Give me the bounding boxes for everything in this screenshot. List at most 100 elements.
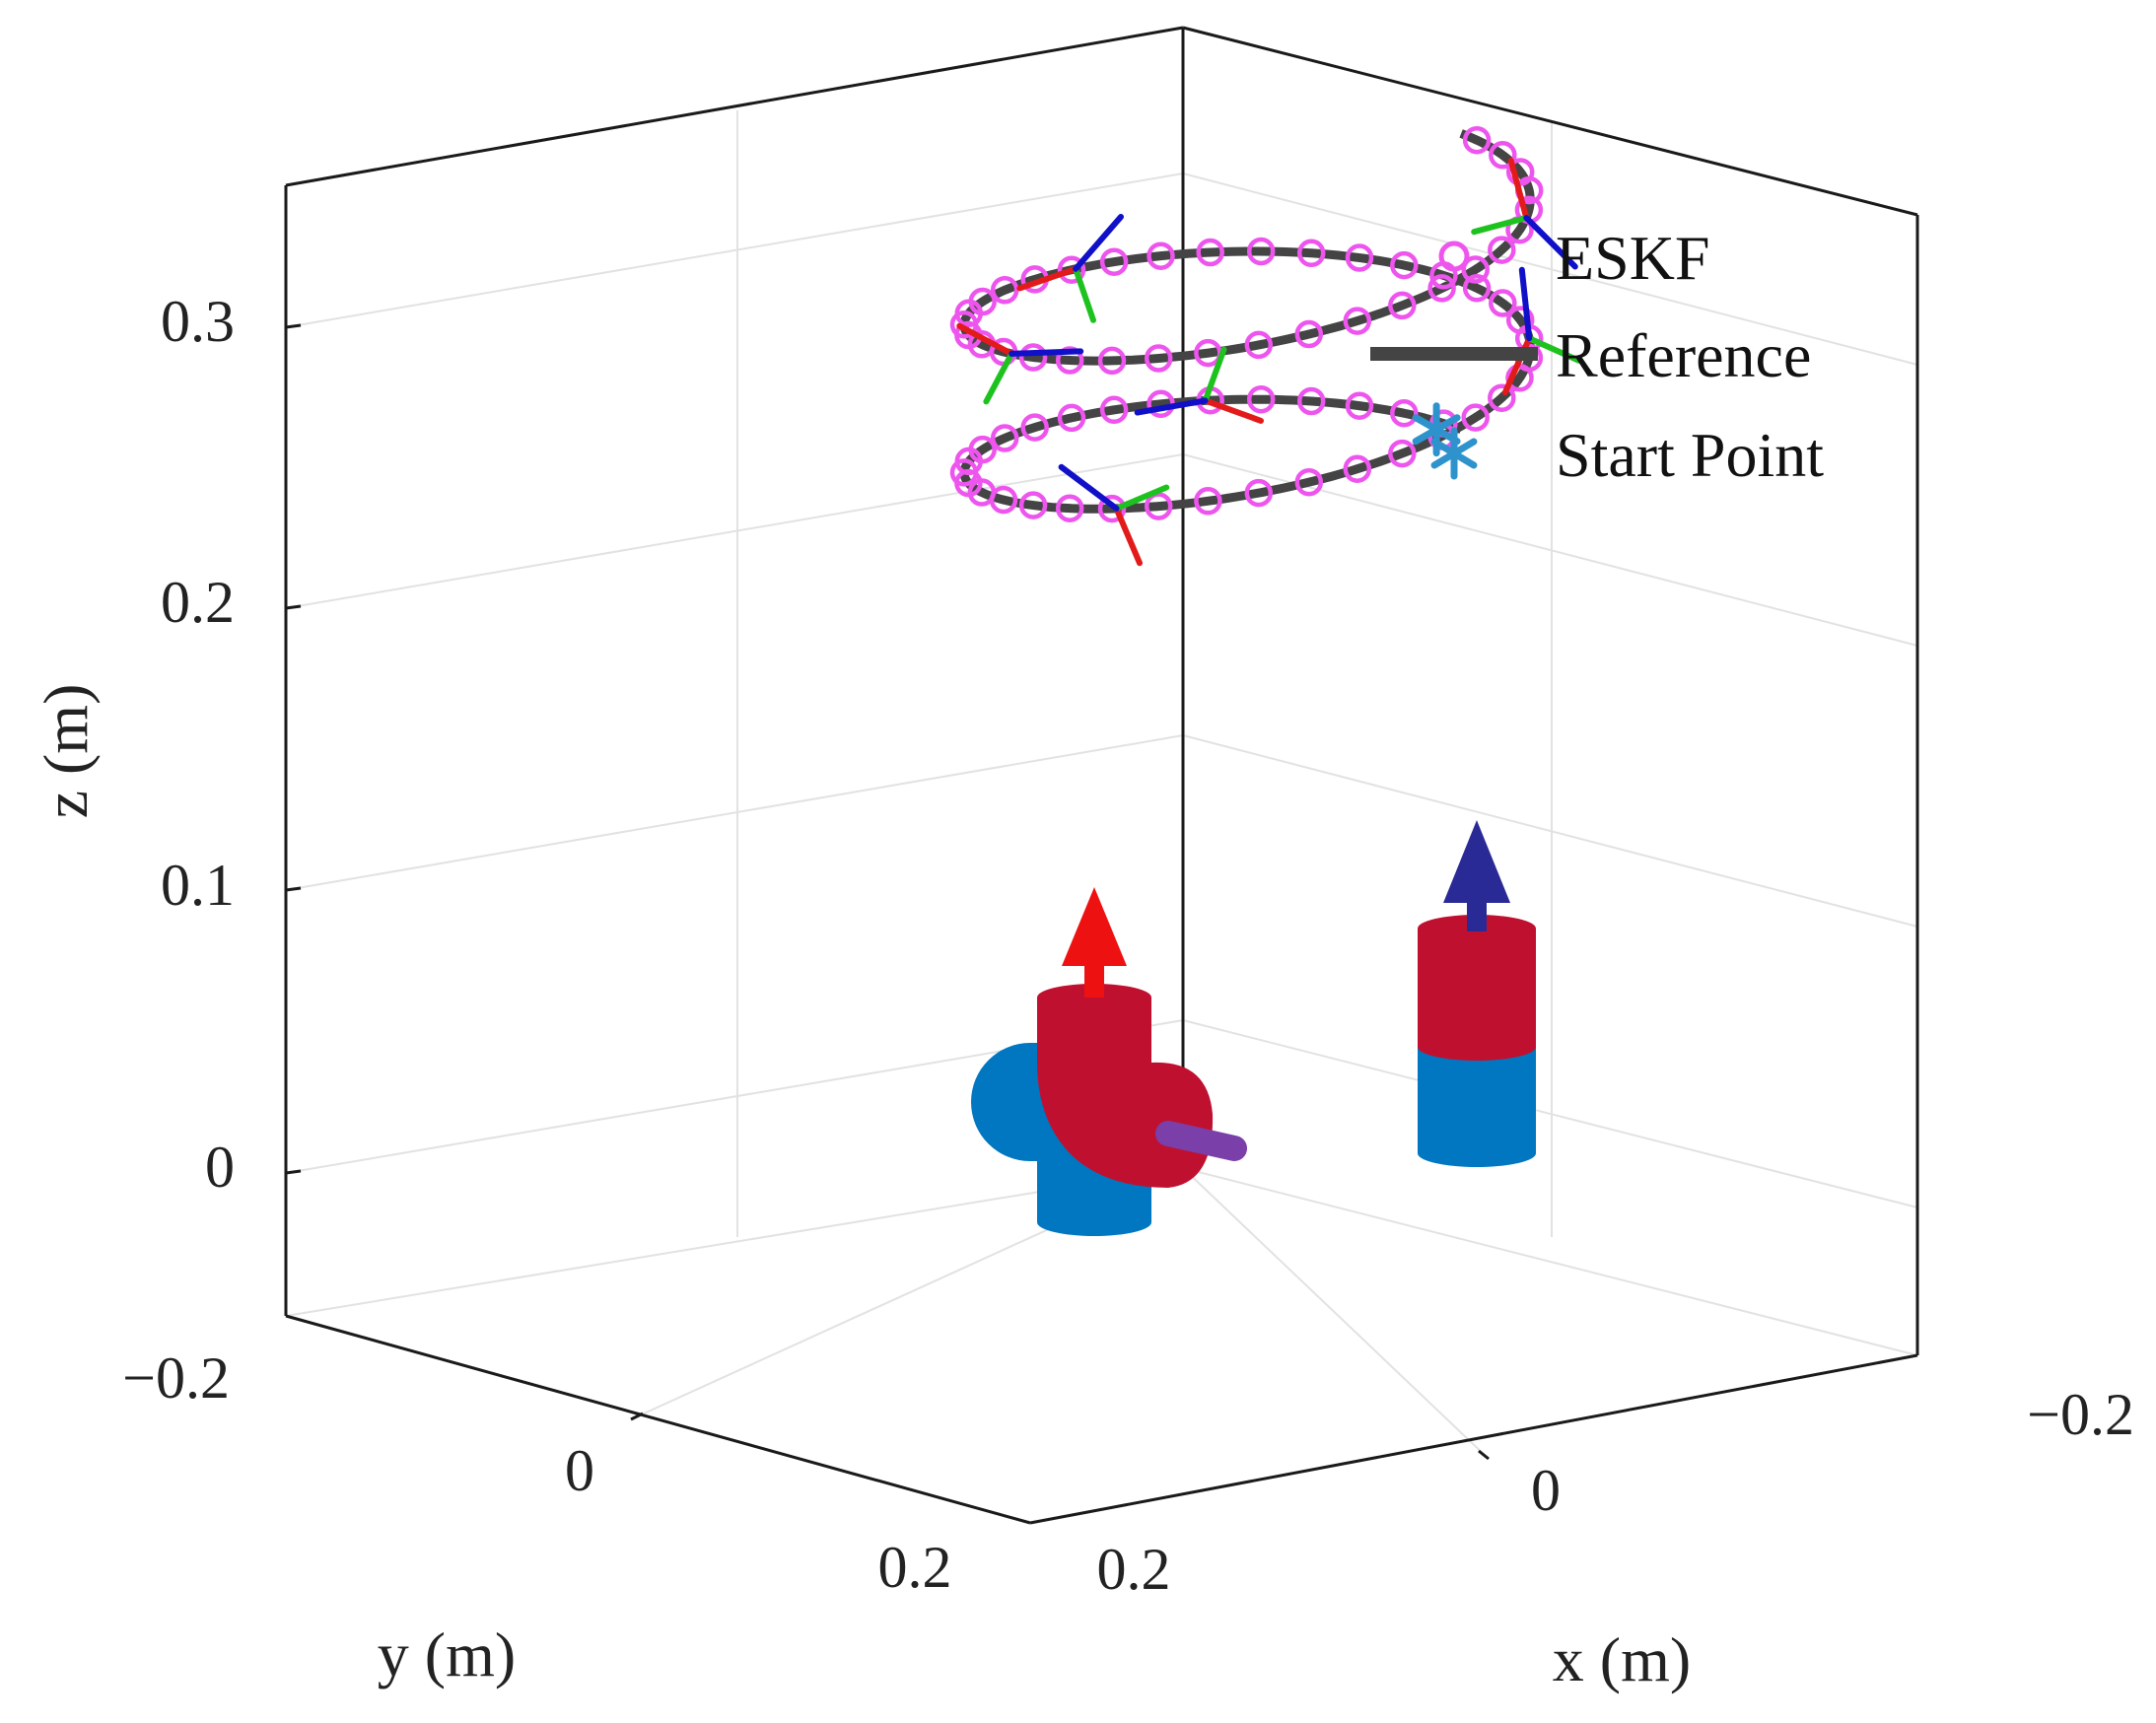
orientation-frame [1471, 158, 1578, 270]
z-tick-1 [285, 886, 302, 892]
y-tick-1 [1478, 1449, 1490, 1461]
grid-z1-right [1182, 734, 1918, 928]
grid-z1-left [285, 734, 1184, 891]
eskf-point [1427, 274, 1456, 303]
eskf-point [1144, 492, 1173, 520]
eskf-point [1294, 467, 1324, 497]
y-tick-labels: −0.2 0 0.2 [122, 1345, 951, 1600]
eskf-point [1505, 158, 1535, 186]
eskf-point [1244, 478, 1274, 508]
eskf-point [1390, 398, 1419, 428]
z-tick-label-0: 0 [205, 1135, 235, 1200]
eskf-point [1018, 491, 1048, 519]
z-tick-label-3: 0.3 [161, 289, 235, 354]
eskf-point [1246, 384, 1276, 414]
cylinder-blue-arrow-head [1443, 820, 1510, 903]
z-axis-label: z (m) [31, 684, 101, 819]
tick-marks [285, 323, 1490, 1461]
eskf-point [990, 424, 1019, 452]
box-bottom-right [1029, 1353, 1918, 1525]
x-tick-label-2: 0.2 [1097, 1537, 1171, 1602]
orientation-frame [956, 322, 1084, 405]
cylinder-red-upper [1418, 915, 1536, 1061]
frame-axis [1113, 484, 1170, 512]
x-axis-label: x (m) [1553, 1624, 1691, 1694]
legend-start-point-marker [1430, 427, 1478, 480]
eskf-point [1018, 343, 1048, 372]
eskf-point [1097, 346, 1127, 376]
orientation-frame [1016, 214, 1124, 323]
start-point-stroke [1412, 414, 1461, 446]
reference-trajectory-line [959, 129, 1535, 514]
legend-reference-label: Reference [1556, 320, 1811, 390]
magnet-red-arrow-head [1062, 887, 1127, 966]
grid-lines [285, 110, 1918, 1460]
eskf-point [1055, 494, 1084, 522]
frame-axis [1134, 397, 1209, 416]
z-tick-0 [285, 1169, 302, 1175]
box-bottom-left [285, 1314, 1031, 1525]
eskf-point [1147, 241, 1175, 270]
axes-box [284, 26, 1919, 1525]
eskf-point [1345, 243, 1374, 272]
z-tick-label-2: 0.2 [161, 570, 235, 635]
eskf-point [1099, 247, 1129, 276]
frame-axis [1518, 266, 1533, 342]
magnet-assembly-front [971, 887, 1247, 1236]
eskf-point [1296, 386, 1326, 416]
grid-z3-left [285, 172, 1184, 328]
eskf-point [1294, 319, 1324, 349]
z-tick-label-1: 0.1 [161, 853, 235, 918]
eskf-point [989, 485, 1018, 515]
eskf-point [1345, 391, 1374, 420]
grid-left-floor-1 [285, 1167, 1184, 1317]
grid-z2-left [285, 453, 1184, 609]
legend: ESKF Reference Start Point [1370, 223, 1824, 490]
frame-axis [1507, 158, 1530, 221]
eskf-point [1489, 289, 1517, 317]
frame-axis [1008, 348, 1084, 357]
grid-right-floor-1 [1182, 1167, 1918, 1356]
legend-eskf-marker [1438, 241, 1470, 272]
y-tick-label-1: 0 [565, 1438, 594, 1503]
orientation-frames [956, 158, 1582, 567]
grid-z3-right [1182, 172, 1918, 366]
eskf-point [1020, 413, 1049, 442]
z-tick-2 [285, 604, 302, 610]
frame-axis [1058, 463, 1120, 512]
frame-axis [1073, 214, 1124, 272]
eskf-point [1505, 306, 1535, 334]
box-top-left [285, 26, 1184, 187]
y-tick-0 [630, 1412, 644, 1421]
frame-axis [1016, 265, 1079, 292]
reference-series [959, 129, 1535, 514]
y-tick-label-0: −0.2 [122, 1345, 230, 1411]
frame-axis [1471, 215, 1530, 236]
eskf-point [990, 276, 1019, 305]
eskf-point [1196, 238, 1224, 267]
eskf-point [1244, 330, 1274, 360]
z-tick-labels: 0 0.1 0.2 0.3 [161, 289, 235, 1200]
eskf-point [1296, 239, 1326, 268]
eskf-point [1388, 291, 1417, 320]
frame-axis [956, 322, 1015, 357]
eskf-point [1461, 403, 1490, 432]
eskf-point [1144, 344, 1173, 373]
eskf-point [1343, 307, 1372, 335]
frame-axis [1523, 215, 1578, 270]
y-axis-label: y (m) [378, 1620, 516, 1689]
eskf-point [1343, 454, 1372, 483]
x-tick-label-1: 0 [1531, 1458, 1561, 1523]
legend-eskf-label: ESKF [1556, 223, 1710, 293]
eskf-point [1057, 403, 1086, 433]
eskf-point [1099, 395, 1129, 425]
frame-axis [1113, 505, 1143, 567]
grid-z0-right [1182, 1019, 1918, 1208]
magnet-cylinder-right [1418, 820, 1536, 1167]
eskf-point [1462, 274, 1492, 303]
box-top-right [1182, 26, 1918, 217]
x-tick-labels: −0.2 0 0.2 [1097, 1382, 2135, 1602]
orientation-frame [1134, 346, 1264, 424]
cylinder-blue-lower [1418, 1043, 1536, 1167]
eskf-point [1388, 439, 1417, 468]
